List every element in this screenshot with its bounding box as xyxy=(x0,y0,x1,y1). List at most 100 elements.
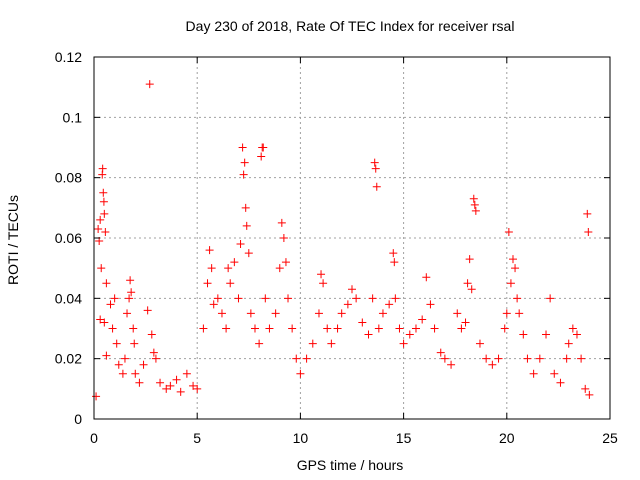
data-point xyxy=(127,288,136,297)
data-point xyxy=(358,318,367,327)
data-point xyxy=(581,384,590,393)
data-point xyxy=(288,324,297,333)
data-point xyxy=(568,324,577,333)
data-point xyxy=(426,300,435,309)
data-point xyxy=(123,309,132,318)
data-point xyxy=(203,279,212,288)
data-point xyxy=(143,306,152,315)
data-point xyxy=(529,369,538,378)
data-point xyxy=(465,255,474,264)
data-point xyxy=(390,258,399,267)
data-point xyxy=(564,339,573,348)
data-point xyxy=(515,309,524,318)
data-point xyxy=(461,318,470,327)
data-point xyxy=(110,294,119,303)
data-point xyxy=(130,339,139,348)
x-tick-label: 10 xyxy=(293,430,309,446)
data-point xyxy=(234,294,243,303)
data-point xyxy=(577,354,586,363)
chart-title: Day 230 of 2018, Rate Of TEC Index for r… xyxy=(186,18,515,34)
data-point xyxy=(207,264,216,273)
data-point xyxy=(436,348,445,357)
data-point xyxy=(391,294,400,303)
data-point xyxy=(149,348,158,357)
data-point xyxy=(145,80,154,89)
data-point xyxy=(463,279,472,288)
data-point xyxy=(546,294,555,303)
data-point xyxy=(348,285,356,294)
y-tick-label: 0.08 xyxy=(55,170,82,186)
data-point xyxy=(504,227,513,236)
x-axis-label: GPS time / hours xyxy=(297,457,404,473)
y-gridlines xyxy=(94,116,610,360)
data-point xyxy=(102,351,111,360)
data-point xyxy=(395,324,404,333)
data-point xyxy=(126,276,135,285)
data-point xyxy=(352,294,361,303)
data-point xyxy=(572,330,581,339)
data-point xyxy=(333,324,342,333)
data-point xyxy=(101,227,110,236)
data-point xyxy=(370,158,379,167)
y-tick-label: 0.04 xyxy=(55,290,82,306)
data-point xyxy=(284,294,293,303)
x-tick-label: 15 xyxy=(396,430,412,446)
data-point xyxy=(97,264,106,273)
data-point xyxy=(259,143,268,152)
data-point xyxy=(151,354,160,363)
data-point xyxy=(236,240,245,249)
data-point xyxy=(241,203,250,212)
data-point xyxy=(308,339,317,348)
x-tick-label: 25 xyxy=(602,430,618,446)
data-point xyxy=(457,324,466,333)
data-point xyxy=(399,339,408,348)
data-point xyxy=(343,300,352,309)
data-point xyxy=(292,354,301,363)
data-point xyxy=(374,324,383,333)
data-point xyxy=(317,270,326,279)
data-point xyxy=(224,264,233,273)
data-point xyxy=(92,392,101,401)
data-point xyxy=(296,369,305,378)
y-tick-label: 0.02 xyxy=(55,351,82,367)
data-point xyxy=(488,360,497,369)
data-point xyxy=(327,339,336,348)
y-tick-label: 0.1 xyxy=(63,109,83,125)
plot-frame xyxy=(93,56,611,420)
data-point xyxy=(506,279,515,288)
data-point xyxy=(469,194,478,203)
data-point xyxy=(100,318,109,327)
data-point xyxy=(562,354,571,363)
data-point xyxy=(523,354,532,363)
data-point xyxy=(364,330,373,339)
data-point xyxy=(114,360,123,369)
data-point xyxy=(494,354,503,363)
data-point xyxy=(271,309,280,318)
data-point xyxy=(240,158,249,167)
data-point xyxy=(108,324,117,333)
y-tick-label: 0.06 xyxy=(55,230,82,246)
x-ticks: 0 5 10 15 20 25 xyxy=(90,57,618,446)
data-point xyxy=(453,309,462,318)
data-point xyxy=(389,249,398,258)
data-point xyxy=(261,294,270,303)
data-point xyxy=(217,309,226,318)
data-point xyxy=(337,309,346,318)
data-point xyxy=(222,324,231,333)
data-point xyxy=(118,369,127,378)
data-point xyxy=(279,234,288,242)
data-point xyxy=(275,264,284,273)
data-point xyxy=(368,294,377,303)
data-point xyxy=(139,360,148,369)
data-point xyxy=(471,206,480,215)
data-point xyxy=(238,143,247,152)
data-point xyxy=(131,369,140,378)
data-point xyxy=(129,324,138,333)
data-point xyxy=(550,369,559,378)
data-point xyxy=(125,294,134,303)
data-point xyxy=(189,381,198,390)
x-tick-label: 0 xyxy=(90,430,98,446)
data-point xyxy=(411,324,420,333)
data-point xyxy=(230,258,239,267)
